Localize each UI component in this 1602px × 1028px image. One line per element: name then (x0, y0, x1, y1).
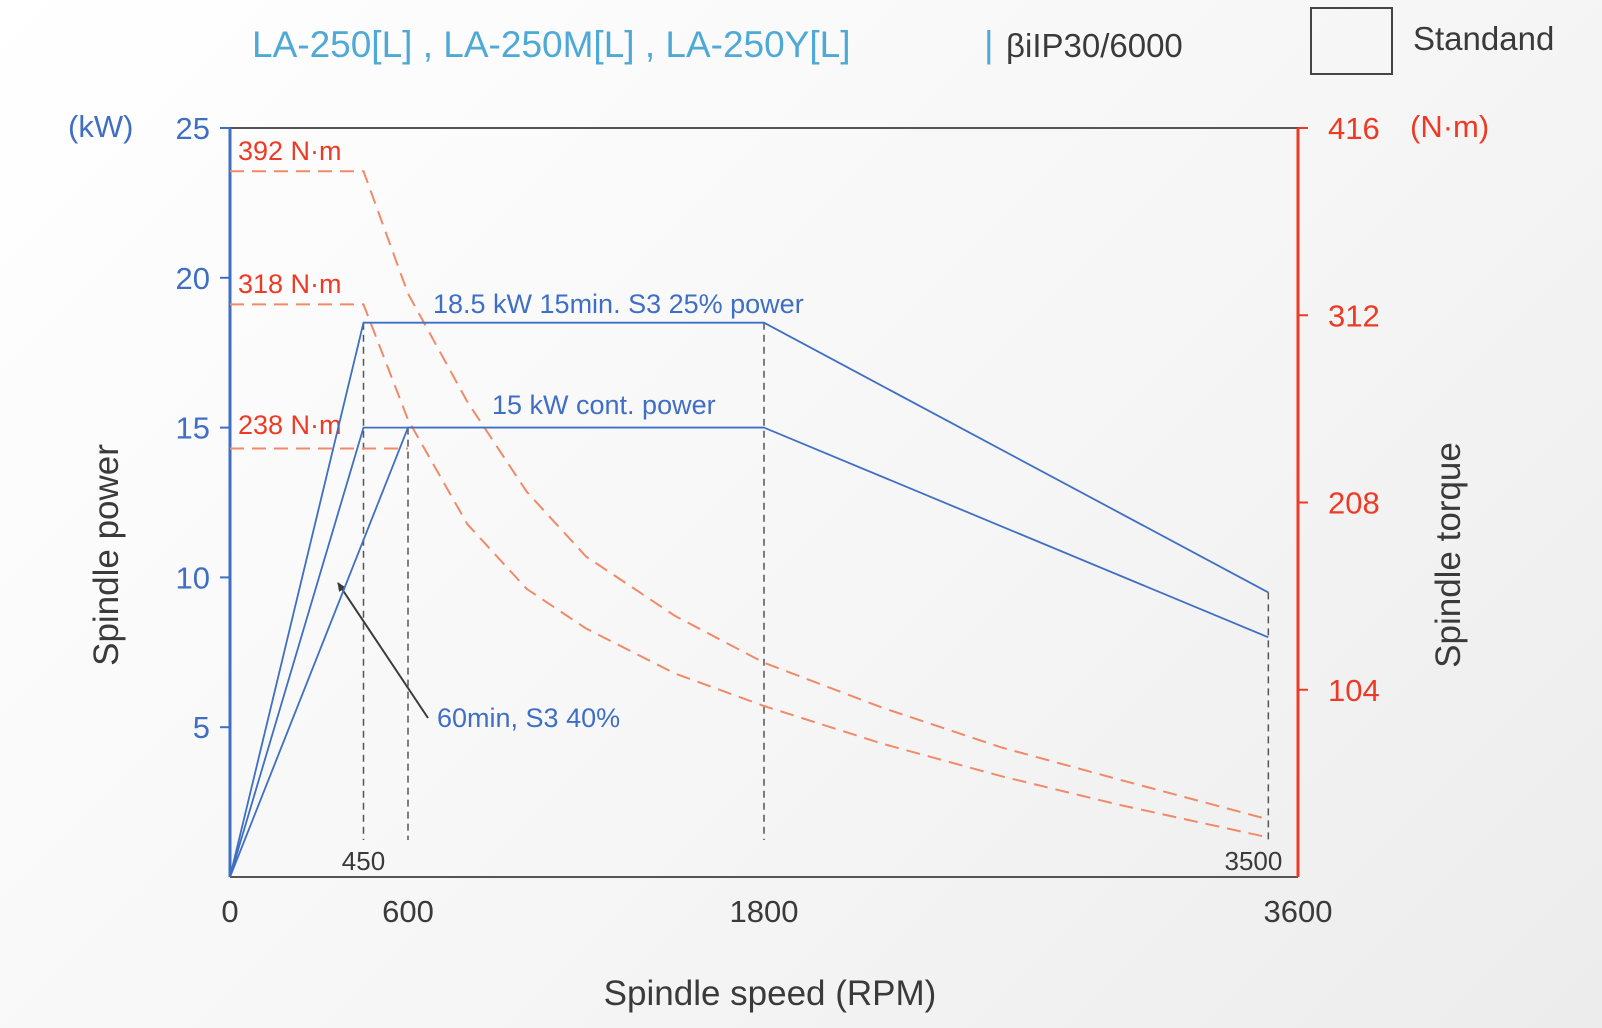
power-curve (230, 428, 764, 877)
torque-curve (230, 171, 1268, 819)
x-tick-label: 0 (221, 894, 238, 929)
chart-title-motor: βiIP30/6000 (1006, 27, 1183, 64)
power-curves (230, 323, 1268, 877)
torque-label-392: 392 N·m (238, 136, 342, 166)
power-curve (230, 428, 1268, 877)
x-tick-label: 3600 (1264, 894, 1333, 929)
y-left-tick-label: 15 (176, 411, 210, 446)
torque-curve (230, 304, 1268, 837)
y-left-tick-label: 10 (176, 560, 210, 595)
y-left-axis-title: Spindle power (87, 444, 126, 666)
left-axis-unit: (kW) (68, 109, 133, 144)
x-marker-label: 3500 (1224, 846, 1282, 876)
right-axis-unit: (N·m) (1410, 109, 1489, 144)
y-left-tick-label: 5 (193, 710, 210, 745)
chart-title-separator: | (984, 24, 994, 65)
y-right-axis-title: Spindle torque (1429, 442, 1468, 668)
y-right-tick-label: 416 (1328, 111, 1380, 146)
x-tick-label: 1800 (730, 894, 799, 929)
annotation-s3-40: 60min, S3 40% (437, 703, 620, 733)
torque-label-318: 318 N·m (238, 269, 342, 299)
torque-label-238: 238 N·m (238, 410, 342, 440)
y-left-tick-label: 20 (176, 261, 210, 296)
x-tick-label: 600 (382, 894, 434, 929)
annotation-arrow (338, 583, 428, 718)
y-right-tick-label: 312 (1328, 298, 1380, 333)
x-marker-label: 450 (342, 846, 385, 876)
y-left-tick-label: 25 (176, 111, 210, 146)
legend-label: Standand (1413, 20, 1554, 57)
y-right-tick-label: 208 (1328, 486, 1380, 521)
x-axis-title: Spindle speed (RPM) (604, 974, 937, 1013)
chart-title-models: LA-250[L] , LA-250M[L] , LA-250Y[L] (252, 24, 851, 65)
power-curve (230, 323, 1268, 877)
y-right-tick-label: 104 (1328, 673, 1380, 708)
annotation-cont-power: 15 kW cont. power (492, 390, 716, 420)
torque-curves (230, 171, 1268, 837)
legend-swatch (1311, 8, 1392, 74)
axis-ticks: 0 600 1800 3600 5 10 15 20 25 104 208 312 416 450 3500 (176, 111, 1380, 929)
annotation-s3-25-power: 18.5 kW 15min. S3 25% power (433, 289, 804, 319)
